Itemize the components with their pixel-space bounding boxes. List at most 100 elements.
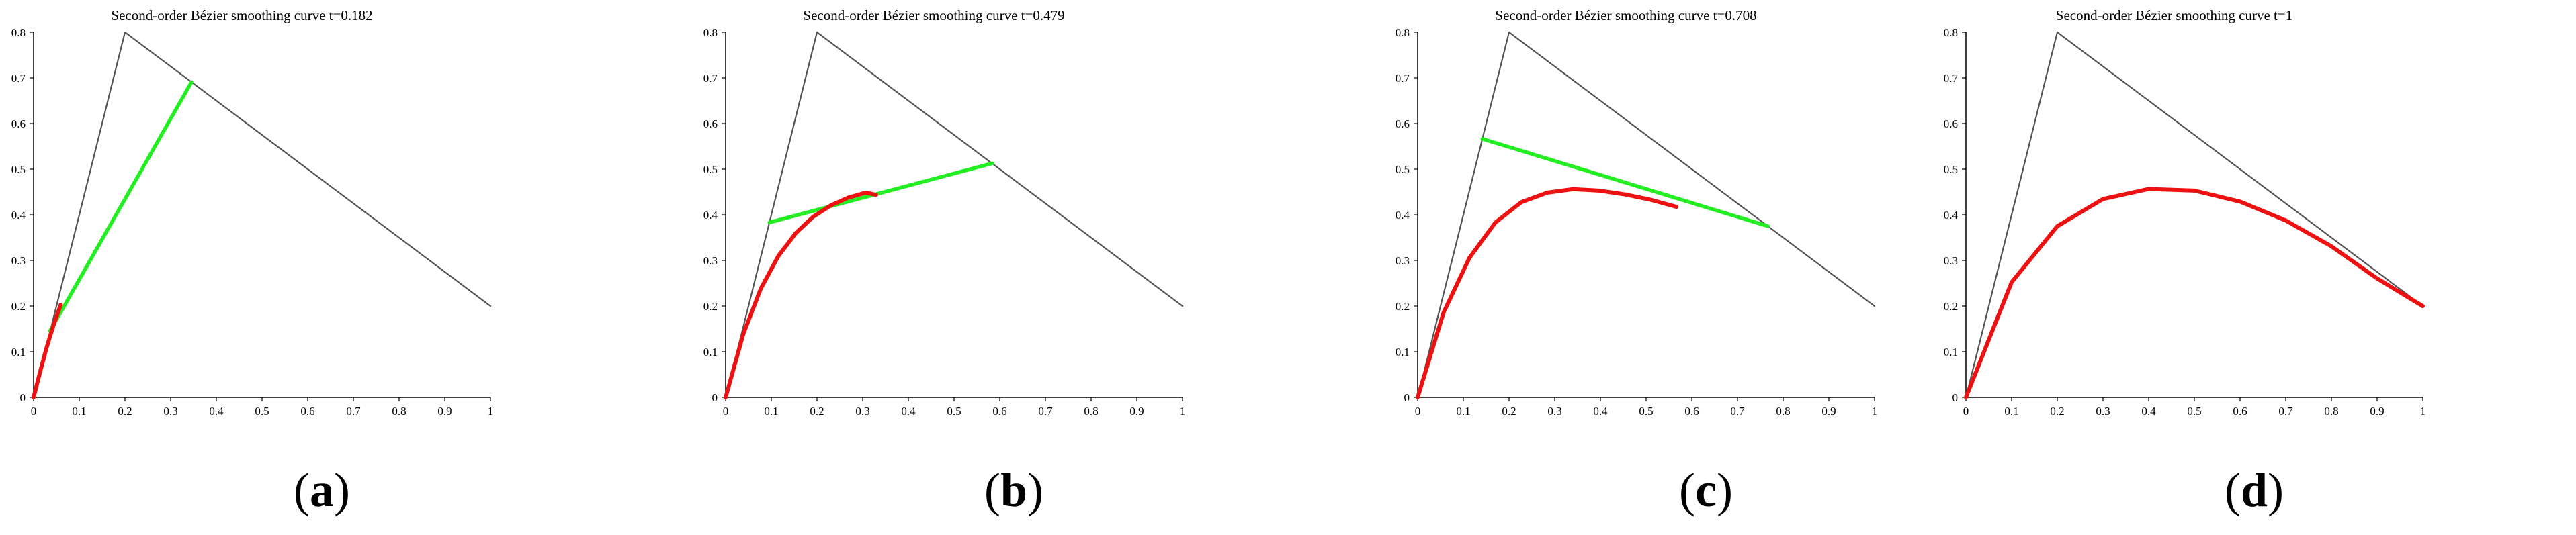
x-tick-label: 0.5 [1639,405,1653,418]
panel-letter-d: d [2240,463,2268,517]
y-tick-label: 0 [1404,391,1410,404]
chart-title: Second-order Bézier smoothing curve t=0.… [803,7,1064,23]
x-tick-label: 0.8 [392,405,406,418]
y-tick-label: 0.6 [703,117,718,130]
panel-label-b: (b) [984,463,1043,517]
y-tick-label: 0.6 [1396,117,1410,130]
y-tick-label: 0.8 [703,26,718,39]
bezier-chart-b: Second-order Bézier smoothing curve t=0.… [703,7,1186,418]
panel-label-c: (c) [1679,463,1733,517]
x-tick-label: 1 [1180,405,1186,418]
x-tick-label: 0.7 [1730,405,1745,418]
y-tick-label: 0.2 [1944,300,1958,313]
x-tick-label: 0.3 [163,405,177,418]
x-tick-label: 0.5 [2187,405,2201,418]
x-tick-label: 0 [31,405,37,418]
x-tick-label: 0.4 [2141,405,2156,418]
panel-letter-a: a [310,463,334,517]
y-tick-label: 0.4 [703,209,718,222]
panel-letter-b: b [1000,463,1028,517]
x-tick-label: 0.9 [437,405,452,418]
x-tick-label: 0.7 [1038,405,1053,418]
y-tick-label: 0.7 [703,72,718,85]
x-tick-label: 0.4 [901,405,916,418]
y-tick-label: 0.8 [11,26,26,39]
chart-title: Second-order Bézier smoothing curve t=0.… [111,7,372,23]
x-tick-label: 0.1 [1456,405,1470,418]
x-tick-label: 0.4 [209,405,224,418]
x-tick-label: 0.1 [764,405,778,418]
moving-segment-line [48,80,194,333]
y-tick-label: 0 [1952,391,1959,404]
figure-panel-a: Second-order Bézier smoothing curve t=0.… [0,0,644,535]
x-tick-label: 1 [1872,405,1878,418]
x-tick-label: 0.4 [1593,405,1608,418]
y-tick-label: 0.1 [703,346,718,358]
bezier-curve-line [1416,187,1679,399]
y-tick-label: 0.5 [11,163,26,176]
y-tick-label: 0.7 [1396,72,1410,85]
x-tick-label: 0.6 [2233,405,2247,418]
x-tick-label: 0.3 [1547,405,1561,418]
x-tick-label: 0.7 [2278,405,2293,418]
y-tick-label: 0.5 [1396,163,1410,176]
y-tick-label: 0.3 [1944,254,1958,267]
moving-segment-line [767,161,994,225]
x-tick-label: 0.3 [855,405,869,418]
y-tick-label: 0.3 [11,254,26,267]
y-tick-label: 0.8 [1944,26,1958,39]
chart-title: Second-order Bézier smoothing curve t=0.… [1495,7,1756,23]
y-tick-label: 0.7 [11,72,26,85]
y-tick-label: 0.3 [703,254,718,267]
y-tick-label: 0.4 [1944,209,1959,222]
control-polygon-line [1416,31,1876,399]
y-tick-label: 0.6 [11,117,26,130]
figure-panel-d: Second-order Bézier smoothing curve t=1 0… [1932,0,2576,535]
x-tick-label: 0 [723,405,729,418]
y-tick-label: 0.6 [1944,117,1958,130]
control-polygon-line [724,31,1184,399]
x-tick-label: 0.7 [346,405,361,418]
x-tick-label: 0.2 [1502,405,1516,418]
x-tick-label: 0.9 [2370,405,2384,418]
y-tick-label: 0.5 [1944,163,1958,176]
bezier-chart-d: Second-order Bézier smoothing curve t=1 0… [1944,7,2426,418]
x-tick-label: 1 [2420,405,2426,418]
panel-label-a: (a) [294,463,350,517]
x-tick-label: 0.2 [810,405,824,418]
control-polygon-line [1965,31,2424,399]
y-tick-label: 0.3 [1396,254,1410,267]
x-tick-label: 0.5 [947,405,961,418]
x-tick-label: 0.9 [1129,405,1144,418]
x-tick-label: 0.1 [72,405,86,418]
x-tick-label: 0.6 [300,405,314,418]
bezier-curve-line [1964,187,2425,399]
x-tick-label: 1 [488,405,494,418]
x-tick-label: 0.2 [118,405,132,418]
y-tick-label: 0.1 [1396,346,1410,358]
x-tick-label: 0.8 [2324,405,2338,418]
y-tick-label: 0.8 [1396,26,1410,39]
x-tick-label: 0 [1415,405,1421,418]
panel-letter-c: c [1695,463,1717,517]
y-tick-label: 0.5 [703,163,718,176]
y-tick-label: 0.1 [11,346,26,358]
x-tick-label: 0.9 [1821,405,1836,418]
x-tick-label: 0.6 [992,405,1006,418]
y-tick-label: 0 [20,391,26,404]
y-tick-label: 0 [712,391,718,404]
panel-label-d: (d) [2224,463,2284,517]
bezier-curve-line [32,303,63,399]
figure-panel-b: Second-order Bézier smoothing curve t=0.… [692,0,1336,535]
chart-title: Second-order Bézier smoothing curve t=1 [2056,7,2292,23]
x-tick-label: 0.2 [2050,405,2064,418]
figure-panel-c: Second-order Bézier smoothing curve t=0.… [1384,0,2028,535]
bezier-chart-c: Second-order Bézier smoothing curve t=0.… [1396,7,1878,418]
y-tick-label: 0.2 [11,300,26,313]
x-tick-label: 0.5 [255,405,269,418]
moving-segment-line [1480,137,1770,228]
x-tick-label: 0.8 [1084,405,1098,418]
y-tick-label: 0.7 [1944,72,1959,85]
y-tick-label: 0.2 [703,300,718,313]
y-tick-label: 0.4 [11,209,26,222]
